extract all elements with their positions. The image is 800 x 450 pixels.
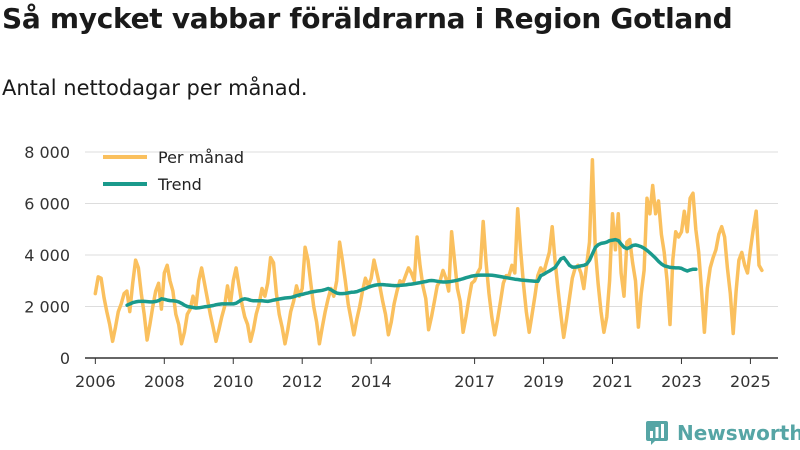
y-tick-label: 8 000 [24, 143, 70, 162]
chart-title: Så mycket vabbar föräldrarna i Region Go… [2, 2, 733, 35]
x-tick-label: 2008 [144, 372, 185, 391]
x-tick-label: 2006 [75, 372, 116, 391]
x-tick-label: 2021 [592, 372, 633, 391]
brand-logo: Newsworthy [645, 420, 800, 446]
series-group [93, 157, 764, 346]
x-tick-label: 2023 [661, 372, 702, 391]
x-tick-label: 2010 [213, 372, 254, 391]
axes: 0 2 000 4 000 6 000 8 000 2006 2008 2010 2012 201… [24, 143, 778, 391]
legend-label-trend: Trend [157, 175, 202, 194]
series-line-per-month [93, 157, 764, 346]
brand-name: Newsworthy [677, 421, 800, 445]
x-tick-label: 2025 [730, 372, 771, 391]
x-tick-label: 2012 [282, 372, 323, 391]
y-tick-label: 0 [60, 349, 70, 368]
x-tick-label: 2014 [351, 372, 392, 391]
legend-label-per-month: Per månad [158, 148, 244, 167]
x-tick-label: 2019 [523, 372, 564, 391]
y-tick-label: 2 000 [24, 298, 70, 317]
y-tick-label: 4 000 [24, 246, 70, 265]
chart-subtitle: Antal nettodagar per månad. [2, 76, 308, 100]
x-tick-label: 2017 [454, 372, 495, 391]
bar-chart-logo-icon [646, 421, 668, 445]
series-line-trend [125, 237, 698, 310]
y-tick-label: 6 000 [24, 195, 70, 214]
legend: Per månad Trend [103, 148, 244, 194]
